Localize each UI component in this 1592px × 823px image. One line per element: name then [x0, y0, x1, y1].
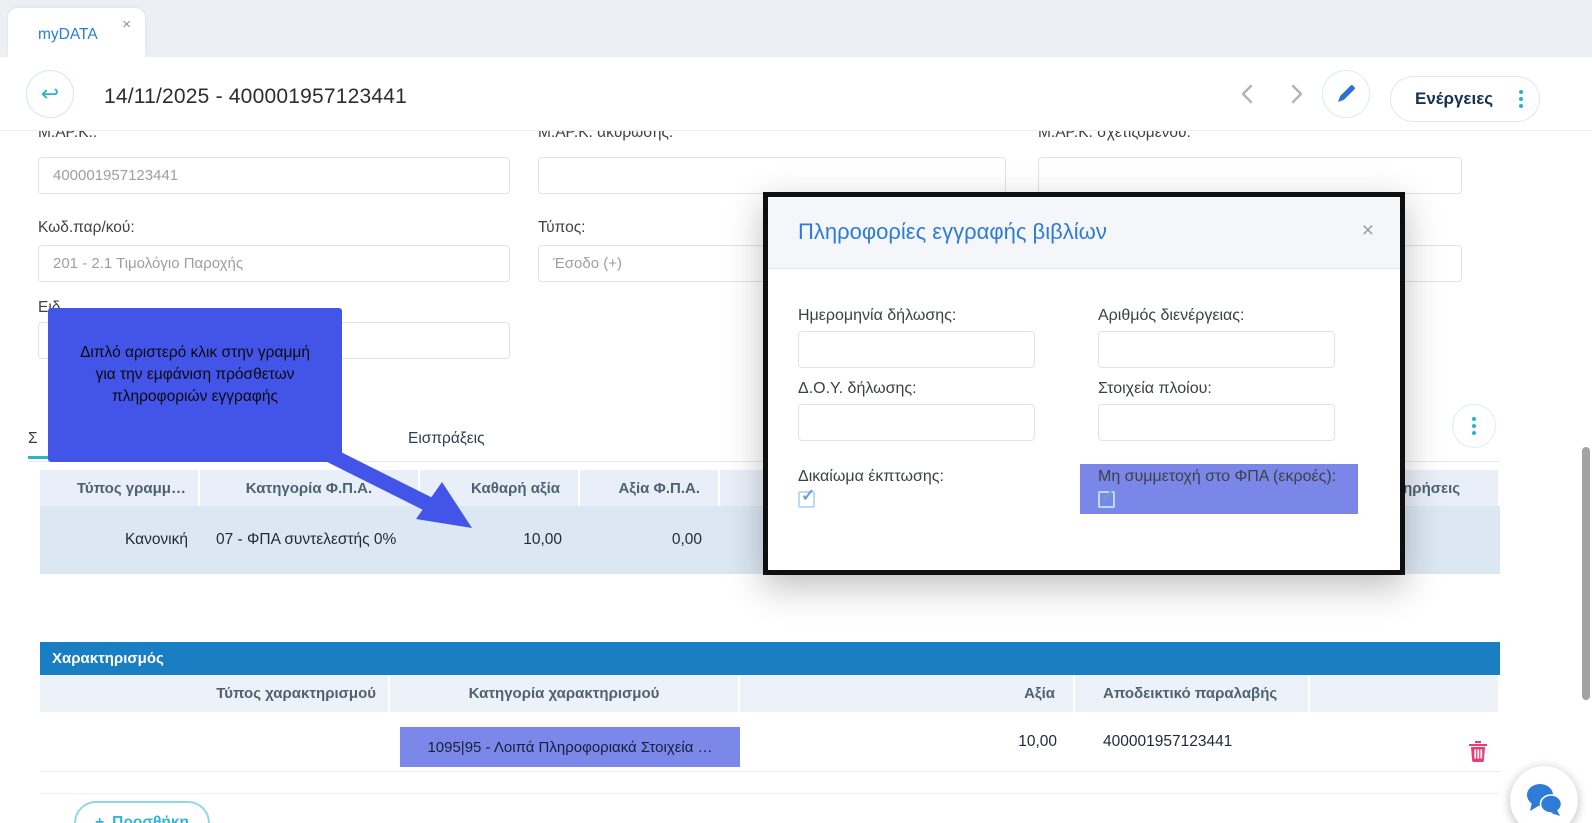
doc-code-label: Κωδ.παρ/κού:	[38, 219, 135, 236]
back-button[interactable]: ↩	[26, 70, 74, 118]
add-characterization-button[interactable]: + Προσθήκη	[74, 801, 210, 823]
ship-details-input[interactable]	[1098, 404, 1335, 441]
characterization-row[interactable]	[40, 712, 1500, 772]
type-label: Τύπος:	[538, 219, 586, 236]
col-char-value[interactable]: Αξία	[740, 675, 1075, 712]
chat-support-button[interactable]	[1510, 766, 1578, 823]
mark-cancellation-input[interactable]	[538, 157, 1006, 194]
callout-line: για την εμφάνιση πρόσθετων	[95, 366, 295, 383]
mark-related-input[interactable]	[1038, 157, 1462, 194]
dialog-title: Πληροφορίες εγγραφής βιβλίων	[798, 219, 1107, 244]
cell-vat-value: 0,00	[671, 531, 702, 548]
dialog-header: Πληροφορίες εγγραφής βιβλίων ×	[768, 197, 1400, 269]
declaration-date-input[interactable]	[798, 331, 1035, 368]
col-char-type[interactable]: Τύπος χαρακτηρισμού	[40, 675, 390, 712]
characterization-section-header: Χαρακτηρισμός	[40, 642, 1500, 675]
divider	[40, 793, 1500, 794]
cell-char-value: 10,00	[1018, 733, 1057, 750]
doc-code-input[interactable]: 201 - 2.1 Τιμολόγιο Παροχής	[38, 245, 510, 282]
doy-declaration-label: Δ.Ο.Υ. δήλωσης:	[798, 380, 917, 397]
tab-lines[interactable]: Σ	[28, 430, 38, 447]
browser-tab-bar: myDATA ×	[0, 0, 1592, 57]
col-char-category[interactable]: Κατηγορία χαρακτηρισμού	[390, 675, 740, 712]
mark-related-label: Μ.ΑΡ.Κ. σχετιζόμενου:	[1038, 131, 1191, 141]
char-category-cell-selected[interactable]: 1095|95 - Λοιπά Πληροφοριακά Στοιχεία …	[400, 727, 740, 767]
mark-cancellation-label: Μ.ΑΡ.Κ. ακύρωσης:	[538, 131, 674, 141]
deduction-right-label: Δικαίωμα έκπτωσης:	[798, 468, 944, 485]
callout-line: Διπλό αριστερό κλικ στην γραμμή	[80, 344, 310, 361]
tab-receipts[interactable]: Εισπράξεις	[408, 430, 485, 447]
book-entry-info-dialog: Πληροφορίες εγγραφής βιβλίων × Ημερομηνί…	[763, 192, 1405, 575]
delete-row-icon[interactable]	[1468, 740, 1488, 762]
doy-declaration-input[interactable]	[798, 404, 1035, 441]
add-button-label: Προσθήκη	[112, 814, 189, 823]
table-menu-button[interactable]	[1452, 404, 1496, 448]
mark-input[interactable]: 400001957123441	[38, 157, 510, 194]
dialog-close-icon[interactable]: ×	[1361, 219, 1374, 242]
col-vat-value[interactable]: Αξία Φ.Π.Α.	[580, 470, 720, 506]
cell-line-type: Κανονική	[124, 531, 188, 548]
hint-callout: Διπλό αριστερό κλικ στην γραμμή για την …	[48, 308, 342, 462]
actions-button-label: Ενέργειες	[1415, 89, 1494, 108]
ship-details-label: Στοιχεία πλοίου:	[1098, 380, 1212, 397]
vat-non-participation-checkbox[interactable]	[1098, 486, 1115, 508]
vertical-scrollbar-thumb[interactable]	[1582, 447, 1590, 700]
tab-mydata[interactable]: myDATA ×	[8, 8, 145, 57]
callout-line: πληροφοριών εγγραφής	[112, 388, 278, 405]
pencil-icon	[1338, 85, 1355, 102]
declaration-date-label: Ημερομηνία δήλωσης:	[798, 307, 957, 324]
kebab-menu-icon	[1472, 417, 1476, 435]
page-title: 14/11/2025 - 400001957123441	[104, 85, 407, 108]
col-line-type[interactable]: Τύπος γραμμ…	[40, 470, 200, 506]
deduction-right-checkbox[interactable]	[798, 486, 815, 508]
vat-non-participation-label: Μη συμμετοχή στο ΦΠΑ (εκροές):	[1098, 468, 1337, 485]
tab-close-icon[interactable]: ×	[122, 16, 131, 33]
kebab-menu-icon	[1519, 90, 1523, 108]
chat-bubbles-icon	[1527, 784, 1562, 816]
back-arrow-icon: ↩	[40, 81, 60, 106]
col-receipt[interactable]: Αποδεικτικό παραλαβής	[1075, 675, 1310, 712]
cell-vat-category: 07 - ΦΠΑ συντελεστής 0%	[216, 531, 397, 548]
conduct-number-input[interactable]	[1098, 331, 1335, 368]
prev-record-icon[interactable]	[1237, 83, 1259, 105]
cell-net-value: 10,00	[523, 531, 562, 548]
document-header: ↩ 14/11/2025 - 400001957123441 Ενέργειες	[0, 57, 1592, 131]
plus-icon: +	[95, 814, 105, 823]
vat-non-participation-highlight	[1080, 464, 1358, 514]
cell-receipt: 400001957123441	[1103, 733, 1233, 750]
edit-button[interactable]	[1322, 70, 1370, 118]
conduct-number-label: Αριθμός διενέργειας:	[1098, 307, 1245, 324]
next-record-icon[interactable]	[1285, 83, 1307, 105]
tab-mydata-label: myDATA	[38, 26, 98, 43]
col-actions	[1310, 675, 1500, 712]
actions-button[interactable]: Ενέργειες	[1390, 76, 1540, 122]
mark-label: Μ.ΑΡ.Κ.:	[38, 131, 98, 141]
